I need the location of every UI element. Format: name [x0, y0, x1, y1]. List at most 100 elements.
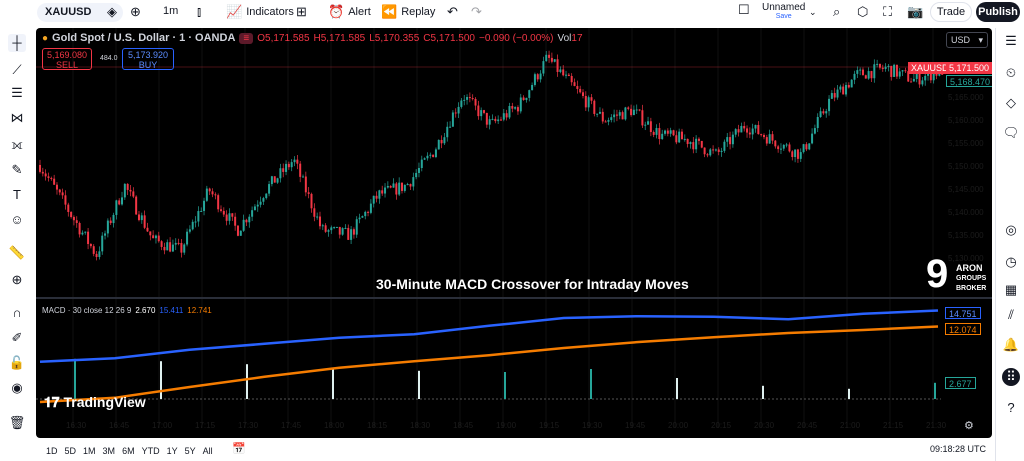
templates-button[interactable]: ⊞	[296, 5, 307, 19]
axis-settings-icon[interactable]: ⚙	[964, 420, 974, 432]
candle-body	[239, 230, 242, 236]
layers-icon[interactable]: ◇	[1006, 95, 1016, 110]
volume-label: Vol	[557, 32, 572, 44]
candle-body	[697, 138, 700, 141]
ruler-icon[interactable]: 📏	[8, 245, 26, 260]
candle-body	[791, 151, 794, 158]
trend-line-icon[interactable]: ⟋	[12, 62, 22, 77]
layout-name-button[interactable]: Unnamed Save	[762, 2, 805, 20]
candle-body	[160, 241, 163, 247]
publish-button[interactable]: Publish	[976, 2, 1020, 22]
alert-button[interactable]: ⏰ Alert	[328, 5, 371, 19]
fullscreen-button[interactable]: ⛶	[883, 5, 892, 19]
brush-icon[interactable]: ✎	[11, 162, 23, 177]
range-button-ytd[interactable]: YTD	[141, 445, 160, 456]
range-button-3m[interactable]: 3M	[102, 445, 116, 456]
snapshot-button[interactable]: 📷	[907, 5, 923, 19]
replay-button[interactable]: ⏪ Replay	[381, 5, 435, 19]
chart-type-button[interactable]: ⫾	[197, 5, 201, 19]
lock-icon[interactable]: 🔓	[8, 355, 26, 370]
undo-button[interactable]: ↶	[447, 5, 458, 19]
candle-body	[242, 219, 245, 231]
help-icon[interactable]: ?	[1007, 400, 1015, 415]
date-range-icon[interactable]: 📅	[232, 443, 246, 455]
range-button-6m[interactable]: 6M	[122, 445, 135, 456]
drawing-toolbar: ┼ ⟋ ☰ ⋈ ⟗ ✎ T ☺ 📏 ⊕ ∩ ✐ 🔓 ◉ 🗑	[0, 28, 34, 440]
prediction-icon[interactable]: ⟗	[11, 137, 23, 152]
candle-body	[655, 128, 658, 135]
candle-body	[208, 188, 211, 192]
candle-body	[921, 80, 924, 85]
candle-body	[692, 142, 695, 150]
emoji-icon[interactable]: ☺	[10, 212, 24, 227]
utc-clock[interactable]: 09:18:28 UTC	[929, 444, 986, 454]
candle-body	[615, 114, 618, 116]
range-button-5y[interactable]: 5Y	[184, 445, 196, 456]
quick-search-button[interactable]: ⌕	[833, 5, 840, 19]
calendar-icon[interactable]: ▦	[1004, 282, 1018, 297]
candle-body	[878, 63, 881, 68]
range-button-1m[interactable]: 1M	[83, 445, 96, 456]
alarm-icon[interactable]: ⏲	[1005, 65, 1017, 80]
sell-button[interactable]: 5,169.080 SELL	[42, 48, 92, 70]
apps-icon[interactable]: ⠿	[1002, 368, 1020, 386]
target-icon[interactable]: ◎	[1005, 222, 1017, 237]
candle-body	[774, 140, 777, 147]
indicators-button[interactable]: 📈 Indicators	[226, 5, 294, 19]
candle-body	[494, 118, 497, 122]
trade-button[interactable]: Trade	[930, 2, 972, 22]
currency-select[interactable]: USD ▾	[946, 32, 988, 48]
signal-icon[interactable]: ⫽	[1008, 307, 1014, 322]
pane-divider[interactable]	[36, 297, 992, 299]
buy-button[interactable]: 5,173.920 BUY	[122, 48, 174, 70]
candle-body	[197, 211, 200, 222]
symbol-search[interactable]: XAUUSD	[37, 3, 123, 22]
high-value: H5,171.585	[313, 32, 366, 44]
time-tick: 21:30	[926, 421, 947, 430]
chat-icon[interactable]: 🗨	[1002, 125, 1020, 140]
interval-button[interactable]: 1m	[163, 5, 178, 17]
candle-body	[647, 121, 650, 125]
zoom-icon[interactable]: ⊕	[11, 272, 23, 287]
trash-icon[interactable]: 🗑	[8, 415, 26, 430]
lock-drawing-icon[interactable]: ✐	[11, 330, 23, 345]
candle-body	[58, 189, 61, 193]
candle-body	[313, 208, 316, 217]
candle-body	[788, 144, 791, 152]
bell-icon[interactable]: 🔔	[1002, 337, 1020, 352]
text-icon[interactable]: T	[13, 187, 21, 202]
candle-body	[876, 63, 879, 65]
layout-menu-button[interactable]: ⌄	[809, 5, 817, 19]
pattern-icon[interactable]: ⋈	[10, 110, 24, 125]
candle-body	[423, 158, 426, 160]
candle-body	[55, 184, 58, 190]
price-chart-svg	[36, 28, 992, 428]
candle-body	[565, 74, 568, 76]
clock-icon[interactable]: ◷	[1005, 254, 1017, 269]
redo-button[interactable]: ↷	[471, 5, 482, 19]
signal-line	[39, 325, 939, 404]
chart-area[interactable]: ● Gold Spot / U.S. Dollar · 1 · OANDA ≡ …	[36, 28, 992, 438]
candle-body	[299, 163, 302, 177]
candle-body	[132, 191, 135, 197]
range-button-5d[interactable]: 5D	[64, 445, 77, 456]
watchlist-icon[interactable]: ☰	[1005, 33, 1017, 48]
range-button-all[interactable]: All	[202, 445, 213, 456]
fib-icon[interactable]: ☰	[11, 85, 23, 100]
candle-body	[118, 200, 121, 205]
market-status-icon: ≡	[239, 32, 254, 44]
candle-body	[666, 130, 669, 134]
magnet-icon[interactable]: ∩	[12, 305, 22, 320]
add-symbol-button[interactable]: ◈	[107, 5, 117, 19]
compare-button[interactable]: ⊕	[130, 5, 141, 19]
candle-body	[596, 113, 599, 115]
candle-body	[760, 134, 763, 136]
eye-icon[interactable]: ◉	[11, 380, 23, 395]
layout-checkbox[interactable]: ☐	[738, 3, 750, 17]
crosshair-icon[interactable]: ┼	[8, 34, 26, 52]
settings-button[interactable]: ⬡	[857, 5, 868, 19]
candle-body	[92, 246, 95, 254]
range-button-1y[interactable]: 1Y	[166, 445, 178, 456]
range-button-1d[interactable]: 1D	[46, 445, 58, 456]
candle-body	[873, 64, 876, 79]
